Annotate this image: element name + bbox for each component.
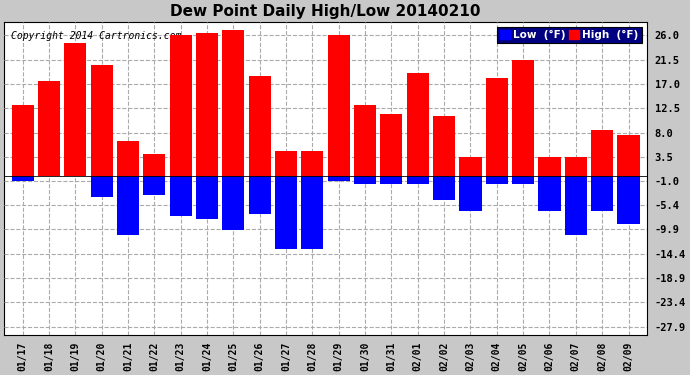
Bar (564, 176, 587, 235)
Bar (117, 176, 139, 235)
Bar (90, 176, 112, 197)
Bar (248, 176, 270, 214)
Bar (302, 176, 324, 249)
Bar (486, 78, 508, 176)
Bar (486, 176, 508, 184)
Bar (222, 176, 244, 230)
Bar (512, 176, 534, 184)
Bar (144, 176, 166, 195)
Bar (618, 176, 640, 224)
Bar (538, 176, 560, 211)
Bar (328, 35, 350, 176)
Bar (302, 152, 324, 176)
Bar (12, 105, 34, 176)
Legend: Low  (°F), High  (°F): Low (°F), High (°F) (497, 27, 642, 44)
Bar (328, 176, 350, 181)
Bar (196, 33, 218, 176)
Bar (618, 135, 640, 176)
Bar (380, 114, 402, 176)
Bar (170, 176, 192, 216)
Bar (38, 81, 60, 176)
Bar (275, 152, 297, 176)
Bar (12, 176, 34, 181)
Bar (144, 154, 166, 176)
Bar (380, 176, 402, 184)
Title: Dew Point Daily High/Low 20140210: Dew Point Daily High/Low 20140210 (170, 4, 481, 19)
Bar (538, 157, 560, 176)
Bar (460, 176, 482, 211)
Bar (406, 176, 428, 184)
Bar (564, 157, 587, 176)
Bar (275, 176, 297, 249)
Bar (460, 157, 482, 176)
Bar (433, 116, 455, 176)
Bar (196, 176, 218, 219)
Bar (354, 105, 376, 176)
Bar (591, 130, 613, 176)
Bar (433, 176, 455, 200)
Bar (117, 141, 139, 176)
Bar (64, 44, 86, 176)
Bar (591, 176, 613, 211)
Bar (90, 65, 112, 176)
Bar (406, 73, 428, 176)
Bar (354, 176, 376, 184)
Bar (222, 30, 244, 176)
Bar (170, 35, 192, 176)
Bar (512, 60, 534, 176)
Text: Copyright 2014 Cartronics.com: Copyright 2014 Cartronics.com (10, 31, 181, 41)
Bar (38, 165, 60, 176)
Bar (248, 76, 270, 176)
Bar (64, 165, 86, 176)
